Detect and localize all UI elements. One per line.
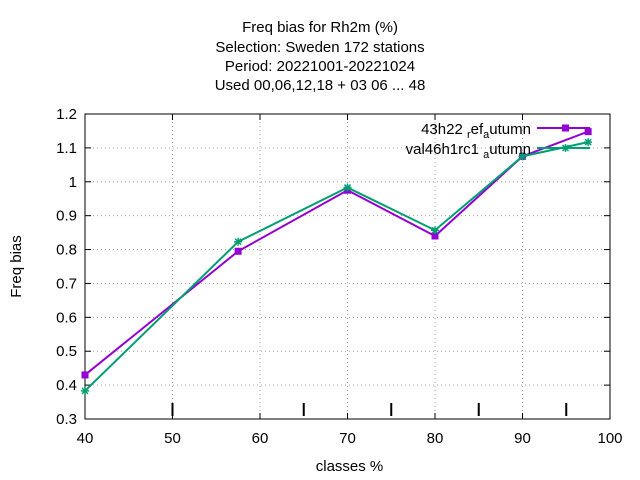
y-tick-label: 1	[69, 174, 77, 191]
data-point-marker	[81, 386, 89, 395]
legend-label-part: utumn	[489, 121, 531, 138]
marker-stroke	[518, 152, 527, 160]
series-line	[84, 141, 589, 392]
legend-label-part: a	[483, 149, 490, 161]
legend-label: val46h1rc1 autumn	[406, 141, 531, 161]
marker-stroke	[561, 144, 570, 152]
data-point-marker	[81, 371, 89, 379]
legend-entry: val46h1rc1 autumn	[406, 141, 590, 161]
y-tick-label: 0.5	[56, 343, 77, 360]
y-axis-label: Freq bias	[8, 235, 25, 298]
data-point-marker	[518, 152, 527, 161]
legend-label-part: utumn	[489, 141, 531, 158]
data-point-marker	[343, 183, 352, 192]
y-tick-label: 0.9	[56, 208, 77, 225]
data-point-marker	[431, 226, 439, 235]
marker-stroke	[234, 238, 242, 246]
series-line	[84, 130, 589, 376]
x-tick-label: 60	[252, 430, 269, 447]
data-point-marker	[234, 237, 243, 246]
title-line-3: Period: 20221001-20221024	[224, 58, 416, 75]
y-tick-label: 1.1	[56, 140, 77, 157]
y-tick-label: 0.6	[56, 309, 77, 326]
data-point-marker	[584, 128, 592, 136]
data-point-marker	[584, 138, 593, 147]
marker-stroke	[343, 184, 352, 192]
title-line-1: Freq bias for Rh2m (%)	[242, 19, 398, 36]
legend-label-main: val46h1rc1	[406, 141, 479, 158]
x-tick-label: 80	[427, 430, 444, 447]
y-tick-label: 0.8	[56, 242, 77, 259]
x-tick-label: 50	[164, 430, 181, 447]
y-tick-label: 1.2	[56, 106, 77, 123]
x-tick-label: 70	[339, 430, 356, 447]
series-2	[81, 138, 593, 395]
y-tick-label: 0.4	[56, 377, 77, 394]
legend-label-part: a	[483, 129, 490, 141]
data-point-marker	[561, 144, 570, 152]
x-tick-label: 100	[597, 430, 622, 447]
data-point-marker	[431, 232, 439, 240]
marker-stroke	[431, 226, 439, 234]
marker-stroke	[81, 387, 89, 395]
legend-label-part: r	[467, 129, 471, 141]
data-point-marker	[562, 124, 569, 132]
legend-label: 43h22 refautumn	[421, 121, 531, 141]
x-axis-label: classes %	[316, 458, 384, 475]
legend-label-part: ef	[471, 121, 484, 138]
x-tick-label: 40	[77, 430, 94, 447]
series-1	[81, 128, 592, 379]
title-line-4: Used 00,06,12,18 + 03 06 ... 48	[214, 77, 426, 94]
y-tick-label: 0.7	[56, 275, 77, 292]
x-tick-label: 90	[514, 430, 531, 447]
legend-entry: 43h22 refautumn	[421, 121, 590, 141]
marker-stroke	[584, 138, 592, 146]
title-line-2: Selection: Sweden 172 stations	[215, 39, 425, 56]
y-tick-label: 0.3	[56, 411, 77, 428]
legend-label-main: 43h22	[421, 121, 463, 138]
data-point-marker	[234, 247, 242, 255]
